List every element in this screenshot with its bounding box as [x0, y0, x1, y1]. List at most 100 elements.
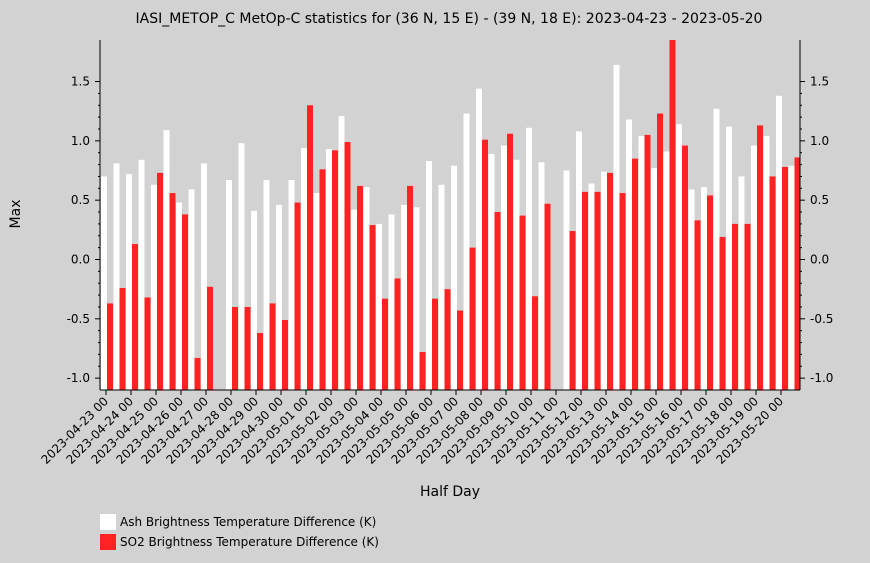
- y-tick-label-right: 1.0: [810, 134, 829, 148]
- y-tick-label-left: 1.0: [71, 134, 90, 148]
- y-tick-label-right: 0.0: [810, 252, 829, 266]
- ash-bar: [338, 115, 345, 391]
- legend-swatch-so2: [100, 534, 116, 550]
- y-tick-label-right: -1.0: [810, 371, 833, 385]
- so2-bar: [319, 169, 326, 390]
- y-tick-label-left: -0.5: [67, 312, 90, 326]
- legend: Ash Brightness Temperature Difference (K…: [100, 512, 379, 552]
- ash-bar: [388, 214, 395, 390]
- y-tick-label-left: 1.5: [71, 75, 90, 89]
- so2-bar: [732, 223, 738, 390]
- so2-bar: [669, 40, 676, 390]
- chart-title: IASI_METOP_C MetOp-C statistics for (36 …: [136, 11, 763, 27]
- so2-bar: [144, 297, 151, 390]
- so2-bar: [119, 287, 126, 390]
- ash-bar: [701, 187, 707, 390]
- so2-bar: [419, 352, 426, 390]
- ash-bar: [451, 165, 457, 390]
- ash-bar: [688, 189, 695, 390]
- so2-bar: [532, 296, 538, 390]
- so2-bar: [382, 298, 388, 390]
- so2-bar: [657, 113, 663, 390]
- y-tick-label-right: -0.5: [810, 312, 833, 326]
- ash-bar: [713, 108, 720, 390]
- ash-bar: [576, 131, 582, 390]
- so2-bar: [282, 320, 288, 390]
- ash-bar: [763, 136, 770, 390]
- ash-bar: [288, 180, 295, 390]
- so2-bar: [107, 303, 113, 390]
- ash-bar: [376, 223, 382, 390]
- y-axis-label: Max: [8, 200, 24, 229]
- so2-bar: [207, 286, 213, 390]
- ash-bar: [638, 136, 645, 390]
- so2-bar: [369, 225, 376, 390]
- so2-bar: [307, 105, 313, 390]
- ash-bar: [788, 165, 795, 390]
- so2-bar: [619, 193, 626, 390]
- ash-bar: [101, 176, 107, 390]
- so2-bar: [132, 244, 138, 390]
- so2-bar: [457, 310, 463, 390]
- so2-bar: [607, 172, 613, 390]
- ash-bar: [251, 210, 257, 390]
- ash-bar: [588, 183, 595, 390]
- bars-group: [101, 40, 801, 391]
- ash-bar: [626, 119, 632, 391]
- so2-bar: [269, 303, 276, 390]
- so2-bar: [582, 191, 588, 390]
- so2-bar: [569, 231, 576, 390]
- so2-bar: [644, 134, 651, 390]
- ash-bar: [113, 163, 120, 390]
- ash-bar: [726, 126, 732, 390]
- so2-bar: [244, 306, 251, 390]
- ash-bar: [176, 202, 182, 390]
- ash-bar: [401, 204, 407, 390]
- so2-bar: [469, 247, 476, 390]
- so2-bar: [432, 298, 438, 390]
- so2-bar: [494, 212, 501, 390]
- ash-bar: [126, 174, 132, 390]
- ash-bar: [463, 113, 470, 390]
- so2-bar: [782, 166, 788, 390]
- so2-bar: [544, 203, 551, 390]
- ash-bar: [151, 184, 157, 390]
- ash-bar: [738, 176, 745, 390]
- so2-bar: [332, 150, 338, 390]
- ash-bar: [601, 171, 607, 390]
- ash-bar: [326, 149, 332, 390]
- so2-bar: [519, 215, 526, 390]
- so2-bar: [769, 176, 776, 390]
- so2-bar: [632, 158, 638, 390]
- so2-bar: [157, 172, 163, 390]
- ash-bar: [676, 124, 682, 390]
- so2-bar: [444, 289, 451, 390]
- ash-bar: [201, 163, 207, 390]
- ash-bar: [188, 189, 195, 390]
- so2-bar: [594, 191, 601, 390]
- legend-label-ash: Ash Brightness Temperature Difference (K…: [120, 515, 377, 529]
- legend-swatch-ash: [100, 514, 116, 530]
- so2-bar: [394, 278, 401, 390]
- ash-bar: [413, 207, 420, 390]
- ash-bar: [276, 204, 282, 390]
- axes-group: -1.0 -1.0 -0.5 -0.5 0.0 0.0 0.5 0.5 1.0 1.0 1.5 1.5…: [38, 40, 833, 467]
- ash-bar: [313, 193, 320, 390]
- ash-bar: [488, 153, 495, 390]
- ash-bar: [363, 187, 370, 390]
- ash-bar: [751, 145, 757, 390]
- ash-bar: [226, 180, 232, 390]
- legend-label-so2: SO2 Brightness Temperature Difference (K…: [120, 535, 379, 549]
- ash-bar: [538, 162, 545, 390]
- y-tick-label-left: -1.0: [67, 371, 90, 385]
- y-tick-label-right: 1.5: [810, 75, 829, 89]
- so2-bar: [407, 185, 413, 390]
- so2-bar: [257, 333, 263, 390]
- ash-bar: [351, 209, 357, 390]
- ash-bar: [513, 159, 520, 390]
- x-axis-label: Half Day: [420, 484, 480, 500]
- so2-bar: [169, 193, 176, 390]
- so2-bar: [232, 306, 238, 390]
- so2-bar: [194, 357, 201, 390]
- y-tick-label-right: 0.5: [810, 193, 829, 207]
